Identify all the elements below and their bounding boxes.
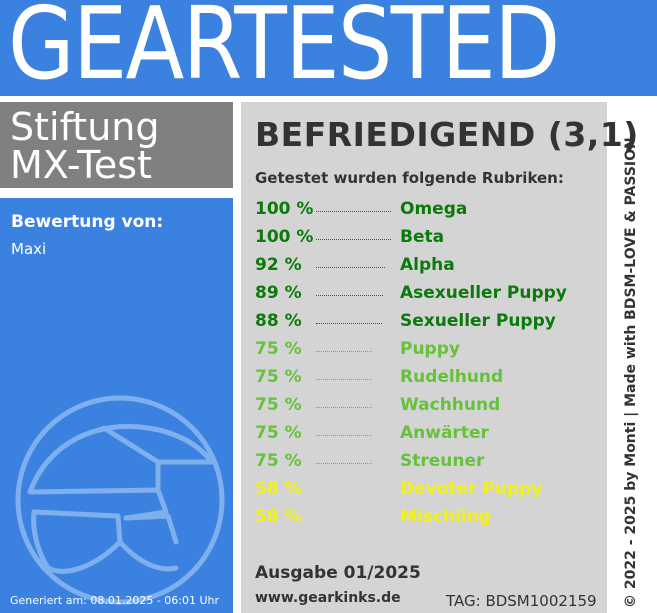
category-row: 100 % Beta [255, 227, 605, 251]
category-row: 75 % Wachhund [255, 395, 605, 419]
category-percent: 75 % [255, 367, 302, 387]
category-row: 92 % Alpha [255, 255, 605, 279]
category-name: Sexueller Puppy [400, 311, 556, 331]
category-leader-line [316, 491, 360, 492]
category-leader-line [316, 323, 382, 324]
category-row: 75 % Rudelhund [255, 367, 605, 391]
category-leader-line [316, 407, 372, 408]
category-percent: 75 % [255, 395, 302, 415]
category-name: Mischling [400, 507, 491, 527]
category-leader-line [316, 379, 372, 380]
category-name: Omega [400, 199, 468, 219]
category-name: Puppy [400, 339, 460, 359]
category-leader-line [316, 239, 391, 240]
category-percent: 75 % [255, 339, 302, 359]
category-leader-line [316, 435, 372, 436]
category-leader-line [316, 463, 372, 464]
category-percent: 100 % [255, 227, 314, 247]
category-row: 88 % Sexueller Puppy [255, 311, 605, 335]
categories-heading: Getestet wurden folgende Rubriken: [255, 169, 564, 187]
rating-title: BEFRIEDIGEND (3,1) [255, 115, 639, 154]
category-name: Devoter Puppy [400, 479, 543, 499]
category-percent: 58 % [255, 507, 302, 527]
results-panel [241, 102, 607, 613]
category-row: 75 % Puppy [255, 339, 605, 363]
tag-label: TAG: BDSM1002159 [446, 592, 597, 610]
website-link[interactable]: www.gearkinks.de [255, 590, 401, 606]
rating-by-label: Bewertung von: [11, 212, 164, 232]
category-name: Beta [400, 227, 445, 247]
category-percent: 89 % [255, 283, 302, 303]
copyright-vertical: © 2022 - 2025 by Monti | Made with BDSM-… [623, 137, 639, 608]
brand-line-2: MX-Test [10, 143, 152, 187]
brand-line-1: Stiftung [10, 105, 160, 149]
category-name: Alpha [400, 255, 455, 275]
rating-by-value: Maxi [11, 240, 47, 258]
category-leader-line [316, 295, 383, 296]
category-leader-line [316, 211, 391, 212]
issue-label: Ausgabe 01/2025 [255, 563, 421, 583]
category-leader-line [316, 351, 372, 352]
category-percent: 92 % [255, 255, 302, 275]
category-percent: 88 % [255, 311, 302, 331]
category-percent: 100 % [255, 199, 314, 219]
category-leader-line [316, 267, 385, 268]
category-name: Asexueller Puppy [400, 283, 567, 303]
category-leader-line [316, 519, 360, 520]
category-row: 100 % Omega [255, 199, 605, 223]
category-percent: 75 % [255, 423, 302, 443]
category-row: 75 % Streuner [255, 451, 605, 475]
category-percent: 58 % [255, 479, 302, 499]
category-row: 89 % Asexueller Puppy [255, 283, 605, 307]
category-row: 75 % Anwärter [255, 423, 605, 447]
category-percent: 75 % [255, 451, 302, 471]
category-row: 58 % Mischling [255, 507, 605, 531]
header-banner: GEARTESTED [0, 0, 657, 96]
page-title: GEARTESTED [8, 0, 560, 102]
brand-box [0, 102, 233, 188]
generated-timestamp: Generiert am: 08.01.2025 - 06:01 Uhr [10, 594, 220, 607]
category-name: Rudelhund [400, 367, 504, 387]
category-name: Anwärter [400, 423, 489, 443]
category-row: 58 % Devoter Puppy [255, 479, 605, 503]
category-name: Wachhund [400, 395, 501, 415]
category-name: Streuner [400, 451, 485, 471]
motocross-helmet-icon [15, 395, 225, 605]
